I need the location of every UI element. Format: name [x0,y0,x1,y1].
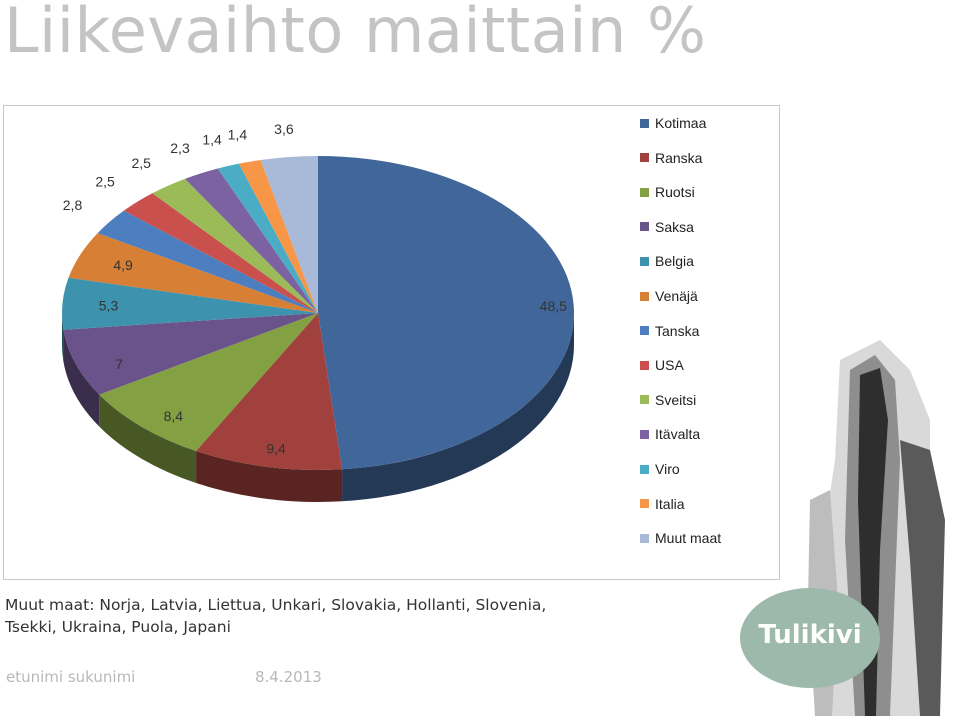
legend-swatch [640,326,649,336]
legend-label: Kotimaa [655,115,707,131]
legend-swatch [640,360,649,370]
data-label-viro: 1,4 [202,132,222,148]
legend-label: Ranska [655,149,703,166]
data-label-kotimaa: 48,5 [540,298,567,314]
legend-label: Ruotsi [655,184,695,201]
legend-label: Sveitsi [655,391,697,408]
legend-swatch [640,222,649,232]
pie-slice-itävalta [184,168,318,313]
legend-label: Itävalta [655,426,701,443]
pie-slice-saksa [63,313,318,395]
pie-slice-belgia [62,277,318,330]
pie-slice-kotimaa [318,156,574,470]
legend-swatch [640,153,649,163]
legend-swatch [640,291,649,301]
data-label-venäjä: 4,9 [113,257,133,273]
legend-item: Ruotsi [640,182,695,202]
legend-item: Viro [640,459,680,479]
data-label-saksa: 7 [115,356,123,372]
pie-slice-side-ruotsi [99,394,197,484]
pie-slice-side-belgia [62,313,64,362]
legend-item: Sveitsi [640,390,696,410]
legend-swatch [640,533,649,543]
legend-label: USA [655,357,684,374]
legend-item: Venäjä [640,286,698,306]
legend-label: Tanska [655,322,700,339]
legend-label: Muut maat [655,530,722,547]
legend-label: Venäjä [655,288,698,304]
pie-slice-usa [123,193,319,313]
data-label-italia: 1,4 [228,127,248,143]
legend-swatch [640,464,649,474]
pie-slice-ranska [196,313,343,471]
legend-swatch [640,118,649,128]
legend-item: Italia [640,494,685,514]
pie-slice-side-ranska [196,451,343,503]
pie-slice-side-kotimaa [342,313,574,502]
pie-slice-sveitsi [152,178,318,313]
tulikivi-logo: Tulikivi [740,588,880,688]
pie-slice-ruotsi [99,313,318,452]
data-label-belgia: 5,3 [99,297,119,313]
legend-item: Muut maat [640,528,721,548]
other-countries-note: Muut maat: Norja, Latvia, Liettua, Unkar… [5,596,547,636]
legend-item: Saksa [640,217,694,237]
logo-text: Tulikivi [758,620,862,650]
legend-label: Italia [655,495,685,512]
pie-slice-venäjä [68,233,318,313]
data-label-sveitsi: 2,5 [131,155,151,171]
legend-label: Belgia [655,253,694,270]
data-label-tanska: 2,8 [63,197,83,213]
legend-swatch [640,395,649,405]
data-label-muut-maat: 3,6 [274,121,294,137]
pie-slice-tanska [97,210,318,313]
data-label-itävalta: 2,3 [170,140,190,156]
legend-swatch [640,256,649,266]
legend-item: Itävalta [640,424,700,444]
legend-item: Kotimaa [640,113,706,133]
legend-item: USA [640,355,684,375]
legend-item: Tanska [640,321,699,341]
legend-swatch [640,429,649,439]
page-title: Liikevaihto maittain % [4,0,707,67]
pie-slice-muut-maat [260,156,318,313]
pie-slice-viro [217,163,318,313]
data-label-ruotsi: 8,4 [164,408,184,424]
pie-slice-side-saksa [63,329,100,427]
footer-author: etunimi sukunimi [6,668,136,686]
legend-swatch [640,499,649,509]
footer-date: 8.4.2013 [255,668,322,686]
data-label-ranska: 9,4 [266,441,286,457]
legend-label: Saksa [655,218,694,235]
legend-label: Viro [655,461,680,477]
pie-slice-italia [238,159,318,313]
pie-chart: 48,5 9,4 8,4 7 5,3 4,9 2,8 2,5 2,5 2,3 1,4 1,4 3,6 [62,121,574,503]
legend-swatch [640,187,649,197]
legend-item: Belgia [640,251,694,271]
legend-item: Ranska [640,148,702,168]
data-label-usa: 2,5 [95,174,115,190]
